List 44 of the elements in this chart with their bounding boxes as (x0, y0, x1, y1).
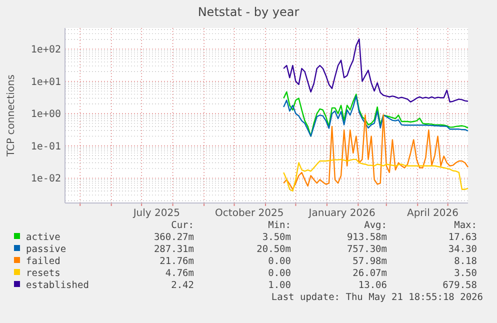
text: 287.31m (154, 244, 194, 255)
y-tick-label: 1e+02 (30, 44, 61, 56)
y-tick-label: 1e-01 (30, 141, 61, 152)
text: 0.00 (268, 268, 292, 279)
legend-label: failed (26, 256, 60, 267)
text: Max: (454, 220, 477, 231)
y-axis-title: TCP connections (6, 74, 17, 158)
legend-label: active (26, 232, 61, 243)
text: 26.07m (352, 268, 388, 279)
x-tick-label: July 2025 (132, 208, 180, 219)
y-tick-label: 1e+00 (30, 109, 61, 120)
y-tick-label: 1e+01 (30, 76, 61, 88)
text: 17.63 (448, 232, 477, 243)
text: 21.76m (160, 256, 194, 267)
chart-title: Netstat - by year (198, 5, 300, 19)
text: 679.58 (442, 280, 478, 291)
text: Last update: Thu May 21 18:55:18 2026 (271, 292, 484, 303)
text: 0.00 (268, 256, 292, 267)
text: Min: (268, 220, 291, 231)
text: 2.42 (171, 280, 194, 291)
line-series (283, 38, 469, 103)
legend-label: passive (26, 244, 66, 255)
legend-label: resets (26, 268, 60, 279)
text: 13.06 (358, 280, 388, 291)
text: 57.98m (352, 256, 388, 267)
text: Avg: (364, 220, 387, 231)
text: 1.00 (268, 280, 292, 291)
line-series (283, 158, 469, 192)
text: 3.50m (262, 232, 292, 243)
text: 3.50 (454, 268, 478, 279)
legend-label: established (26, 280, 89, 291)
text: 4.76m (165, 268, 194, 279)
line-series (283, 114, 469, 190)
text: 757.30m (346, 244, 388, 255)
text: 360.27m (154, 232, 194, 243)
y-tick-label: 1e-02 (30, 174, 61, 185)
text: 8.18 (454, 256, 478, 267)
text: 20.50m (256, 244, 292, 255)
x-tick-label: April 2026 (406, 208, 458, 219)
x-tick-label: October 2025 (215, 208, 284, 219)
text: Cur: (171, 220, 194, 231)
text: 913.58m (346, 232, 388, 243)
x-tick-label: January 2026 (308, 208, 376, 219)
text: 34.30 (448, 244, 478, 255)
